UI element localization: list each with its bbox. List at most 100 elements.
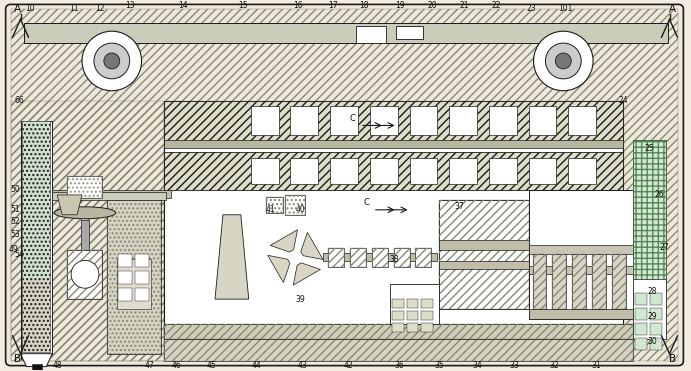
Bar (265, 197, 283, 213)
Bar (392, 323, 404, 332)
Bar (529, 309, 633, 319)
Bar (529, 266, 633, 274)
Text: 30: 30 (647, 337, 657, 346)
Bar (406, 323, 419, 332)
Bar (635, 293, 647, 305)
Polygon shape (21, 354, 53, 367)
Text: A: A (669, 4, 676, 14)
Text: 11: 11 (69, 4, 79, 13)
Bar (164, 339, 633, 361)
Polygon shape (267, 255, 290, 282)
Bar (330, 106, 358, 135)
Bar (439, 200, 529, 309)
Ellipse shape (55, 207, 116, 219)
Text: A: A (14, 4, 21, 14)
Bar (392, 299, 404, 308)
Text: 46: 46 (171, 361, 181, 370)
Bar (415, 247, 431, 267)
Bar (592, 255, 606, 309)
Bar (394, 247, 410, 267)
Bar (10, 101, 164, 361)
Bar (350, 247, 366, 267)
Bar (164, 101, 623, 145)
Text: 42: 42 (343, 361, 353, 370)
Bar (390, 284, 439, 324)
Text: 43: 43 (297, 361, 307, 370)
Bar (290, 158, 319, 184)
Bar (251, 106, 278, 135)
Bar (406, 299, 419, 308)
Text: 101: 101 (558, 4, 572, 13)
Bar (568, 158, 596, 184)
Polygon shape (215, 215, 249, 299)
Text: 50: 50 (10, 186, 20, 194)
Bar (370, 106, 397, 135)
Bar (81, 220, 89, 250)
Text: 22: 22 (491, 1, 500, 10)
Bar (290, 106, 319, 135)
Bar (21, 121, 53, 354)
Bar (650, 293, 661, 305)
Bar (330, 158, 358, 184)
Bar (635, 308, 647, 320)
Bar (251, 158, 278, 184)
Text: 17: 17 (328, 1, 338, 10)
Bar (572, 255, 586, 309)
Text: 36: 36 (395, 361, 404, 370)
Text: 21: 21 (460, 1, 468, 10)
Text: 40: 40 (296, 205, 305, 214)
Bar (650, 323, 661, 335)
Bar (328, 247, 344, 267)
Bar (350, 247, 366, 267)
Bar (552, 255, 567, 309)
Bar (552, 255, 567, 309)
Bar (372, 247, 388, 267)
Text: 45: 45 (206, 361, 216, 370)
Bar (422, 323, 433, 332)
Bar (633, 140, 665, 339)
Bar (394, 247, 410, 267)
Bar (164, 152, 623, 190)
Bar (489, 106, 517, 135)
Polygon shape (270, 230, 298, 252)
Circle shape (556, 53, 571, 69)
Bar (372, 247, 388, 267)
Bar (67, 250, 102, 299)
Text: 44: 44 (252, 361, 262, 370)
Bar (529, 106, 556, 135)
Bar (117, 259, 151, 309)
Polygon shape (57, 195, 82, 215)
Text: 27: 27 (660, 243, 669, 252)
Text: 23: 23 (527, 4, 536, 13)
Bar (23, 121, 50, 352)
Text: 24: 24 (619, 96, 629, 105)
Bar (24, 23, 668, 43)
Bar (135, 271, 149, 284)
Polygon shape (293, 263, 321, 285)
Bar (439, 200, 529, 309)
Bar (107, 200, 162, 354)
Text: 53: 53 (10, 230, 20, 239)
Text: 47: 47 (144, 361, 154, 370)
Bar (449, 158, 477, 184)
Bar (422, 299, 433, 308)
Bar (117, 288, 132, 301)
Bar (529, 190, 633, 319)
Bar (439, 240, 529, 250)
Text: 18: 18 (359, 1, 368, 10)
Text: 19: 19 (395, 1, 404, 10)
Circle shape (533, 31, 593, 91)
Bar (164, 101, 623, 334)
Bar (396, 26, 424, 39)
Text: 39: 39 (296, 295, 305, 303)
Text: 41: 41 (266, 205, 276, 214)
Text: C: C (349, 114, 355, 123)
Text: 49: 49 (8, 245, 19, 254)
Text: 12: 12 (95, 4, 104, 13)
Bar (164, 339, 633, 361)
Bar (650, 308, 661, 320)
Polygon shape (301, 232, 323, 260)
Bar (635, 338, 647, 350)
Bar (107, 200, 162, 354)
Bar (415, 247, 431, 267)
